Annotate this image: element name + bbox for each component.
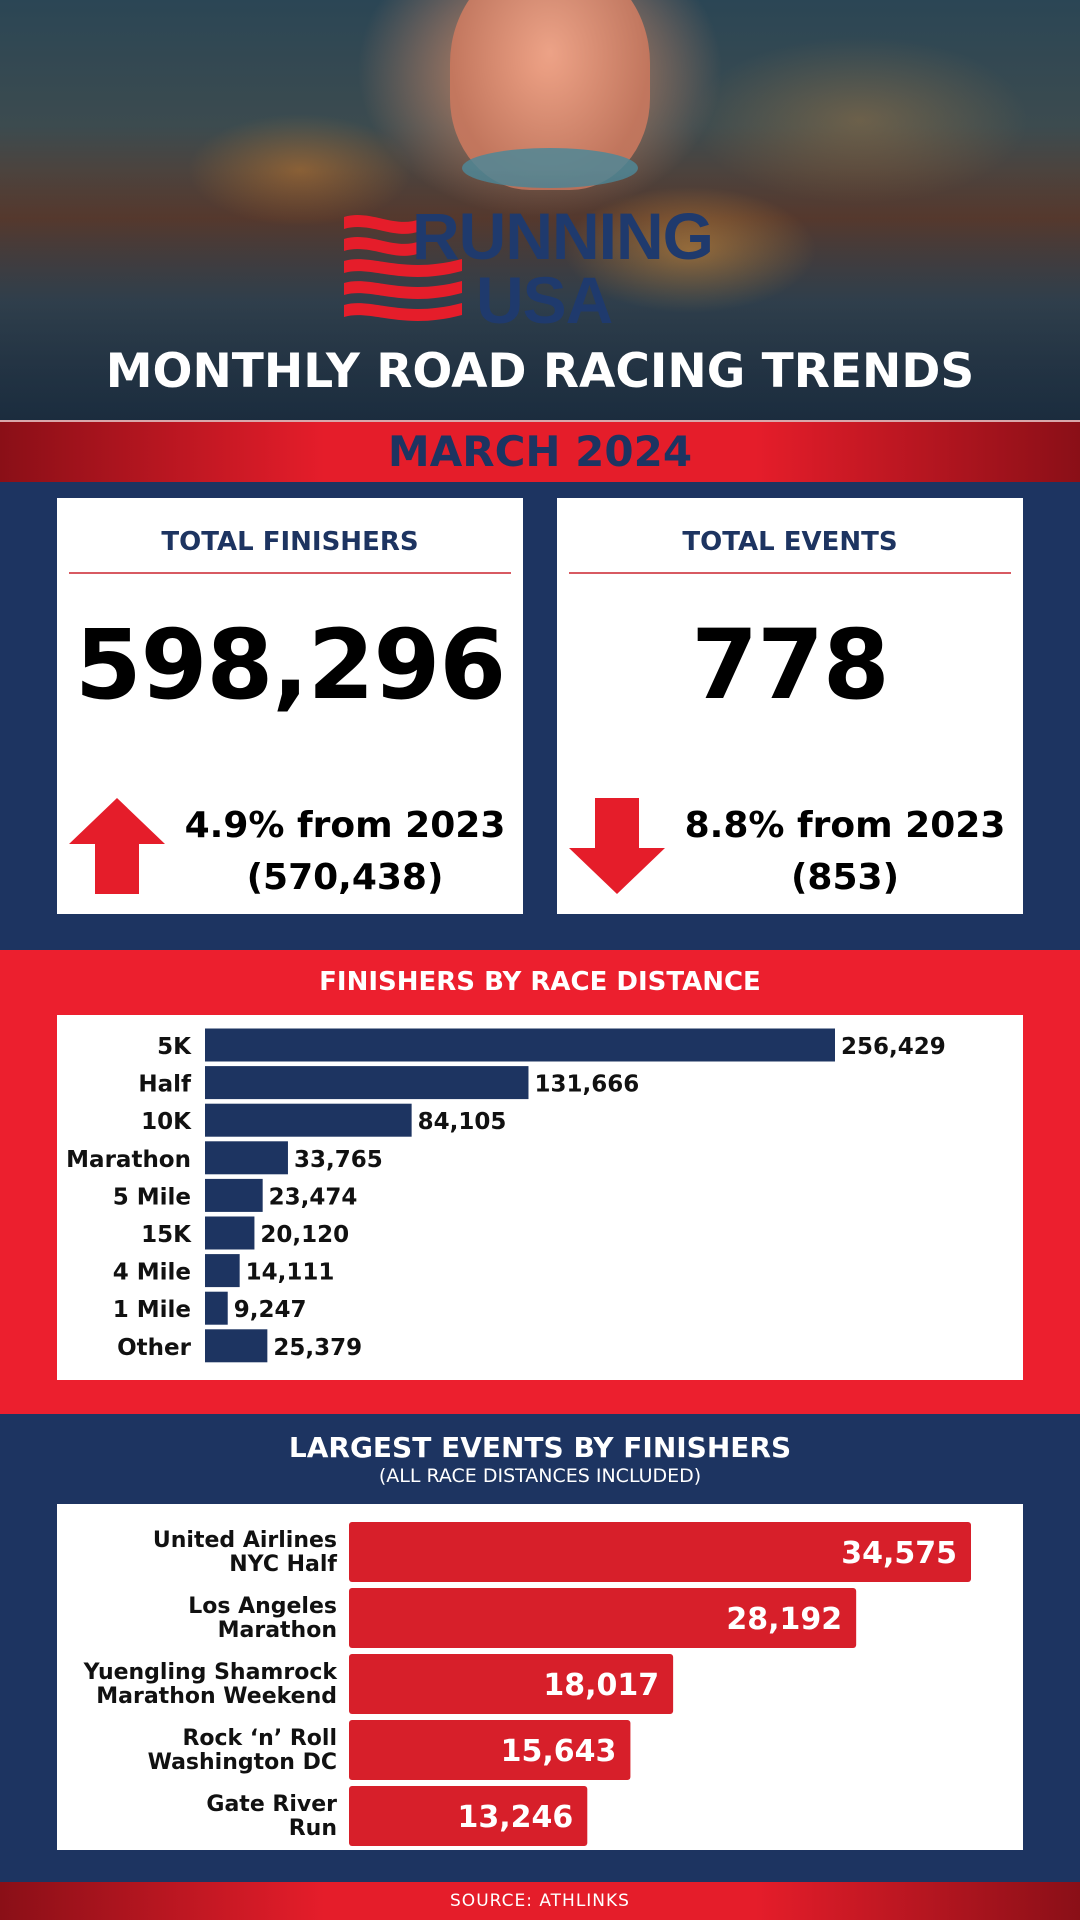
distance-bar xyxy=(205,1178,263,1212)
flag-stripes-icon xyxy=(344,215,462,321)
event-bar xyxy=(349,1588,857,1648)
distance-category-label: 1 Mile xyxy=(113,1297,191,1323)
event-name-label: Marathon xyxy=(218,1618,337,1643)
event-bar xyxy=(349,1786,588,1846)
distance-bar xyxy=(205,1291,228,1325)
month-band: MARCH 2024 xyxy=(0,420,1080,482)
footer: SOURCE: ATHLINKS xyxy=(0,1882,1080,1920)
distance-category-label: Other xyxy=(117,1335,192,1361)
event-bar xyxy=(349,1654,674,1714)
event-name-label: Los Angeles xyxy=(188,1594,337,1619)
event-name-label: United Airlines xyxy=(153,1528,337,1553)
event-bar xyxy=(349,1720,631,1780)
distance-bar xyxy=(205,1028,835,1062)
event-name-label: Marathon Weekend xyxy=(96,1684,337,1709)
finishers-value: 598,296 xyxy=(74,609,506,721)
total-events-card: TOTAL EVENTS 778 8.8% from 2023 (853) xyxy=(557,498,1023,914)
event-value-label: 13,246 xyxy=(458,1800,574,1835)
event-name-label: Run xyxy=(289,1816,337,1841)
event-bar xyxy=(349,1522,971,1582)
distance-category-label: Marathon xyxy=(66,1147,191,1173)
events-section: LARGEST EVENTS BY FINISHERS (ALL RACE DI… xyxy=(0,1414,1080,1882)
distance-category-label: 10K xyxy=(141,1109,192,1135)
distance-category-label: 4 Mile xyxy=(113,1260,191,1286)
distance-bar-chart: 5K 256,429 Half 131,666 10K 84,105 Marathon 33,… xyxy=(66,1028,946,1363)
distance-value-label: 131,666 xyxy=(534,1072,639,1098)
distance-value-label: 256,429 xyxy=(841,1034,946,1060)
events-change-pct: 8.8% from 2023 xyxy=(684,805,1006,846)
distance-value-label: 25,379 xyxy=(273,1335,362,1361)
arrow-up-icon xyxy=(69,798,165,894)
event-name-label: Rock ‘n’ Roll xyxy=(182,1726,337,1751)
distance-value-label: 23,474 xyxy=(269,1184,358,1210)
page-title: MONTHLY ROAD RACING TRENDS xyxy=(105,344,975,399)
finishers-title: TOTAL FINISHERS xyxy=(161,527,419,557)
arrow-down-icon xyxy=(569,798,665,894)
distance-bar xyxy=(205,1216,255,1250)
events-previous: (853) xyxy=(790,857,900,898)
distance-category-label: Half xyxy=(138,1072,192,1098)
finishers-previous: (570,438) xyxy=(246,857,444,898)
events-chart-title: LARGEST EVENTS BY FINISHERS xyxy=(288,1431,792,1464)
events-chart-panel: United Airlines NYC Half 34,575 Los Angeles… xyxy=(57,1504,1023,1850)
logo-word-running: RUNNING xyxy=(412,199,714,273)
distance-category-label: 5 Mile xyxy=(113,1184,191,1210)
events-change: 8.8% from 2023 (853) xyxy=(675,800,1015,904)
event-name-label: Gate River xyxy=(206,1792,337,1817)
distance-bar xyxy=(205,1329,268,1363)
distance-value-label: 33,765 xyxy=(294,1147,383,1173)
divider xyxy=(569,572,1011,574)
event-value-label: 18,017 xyxy=(543,1668,659,1703)
distance-bar xyxy=(205,1103,412,1137)
event-value-label: 28,192 xyxy=(726,1602,842,1637)
finishers-change-pct: 4.9% from 2023 xyxy=(184,805,506,846)
distance-category-label: 5K xyxy=(157,1034,192,1060)
divider xyxy=(69,572,511,574)
distance-bar xyxy=(205,1254,240,1288)
stats-section: TOTAL FINISHERS 598,296 4.9% from 2023 (… xyxy=(0,482,1080,950)
distance-bar xyxy=(205,1141,288,1175)
running-usa-logo: RUNNING USA xyxy=(340,199,740,337)
events-title: TOTAL EVENTS xyxy=(682,527,898,557)
hero-banner: RUNNING USA MONTHLY ROAD RACING TRENDS xyxy=(0,0,1080,420)
events-chart-subtitle: (ALL RACE DISTANCES INCLUDED) xyxy=(378,1465,702,1487)
month-label: MARCH 2024 xyxy=(387,427,693,476)
distance-value-label: 84,105 xyxy=(418,1109,507,1135)
event-value-label: 34,575 xyxy=(841,1536,957,1571)
distance-section: FINISHERS BY RACE DISTANCE 5K 256,429 Half… xyxy=(0,950,1080,1414)
distance-bar xyxy=(205,1066,529,1100)
distance-chart-title: FINISHERS BY RACE DISTANCE xyxy=(319,967,761,997)
event-name-label: Yuengling Shamrock xyxy=(83,1660,339,1685)
events-value: 778 xyxy=(691,609,889,721)
event-value-label: 15,643 xyxy=(501,1734,617,1769)
distance-value-label: 14,111 xyxy=(246,1260,335,1286)
total-finishers-card: TOTAL FINISHERS 598,296 4.9% from 2023 (… xyxy=(57,498,523,914)
source-label: SOURCE: ATHLINKS xyxy=(450,1891,630,1911)
logo-word-usa: USA xyxy=(476,263,613,337)
event-name-label: Washington DC xyxy=(148,1750,337,1775)
finishers-change: 4.9% from 2023 (570,438) xyxy=(175,800,515,904)
distance-value-label: 9,247 xyxy=(234,1297,307,1323)
distance-chart-panel: 5K 256,429 Half 131,666 10K 84,105 Marathon 33,… xyxy=(57,1015,1023,1380)
event-name-label: NYC Half xyxy=(229,1552,337,1577)
distance-category-label: 15K xyxy=(141,1222,192,1248)
distance-value-label: 20,120 xyxy=(260,1222,349,1248)
